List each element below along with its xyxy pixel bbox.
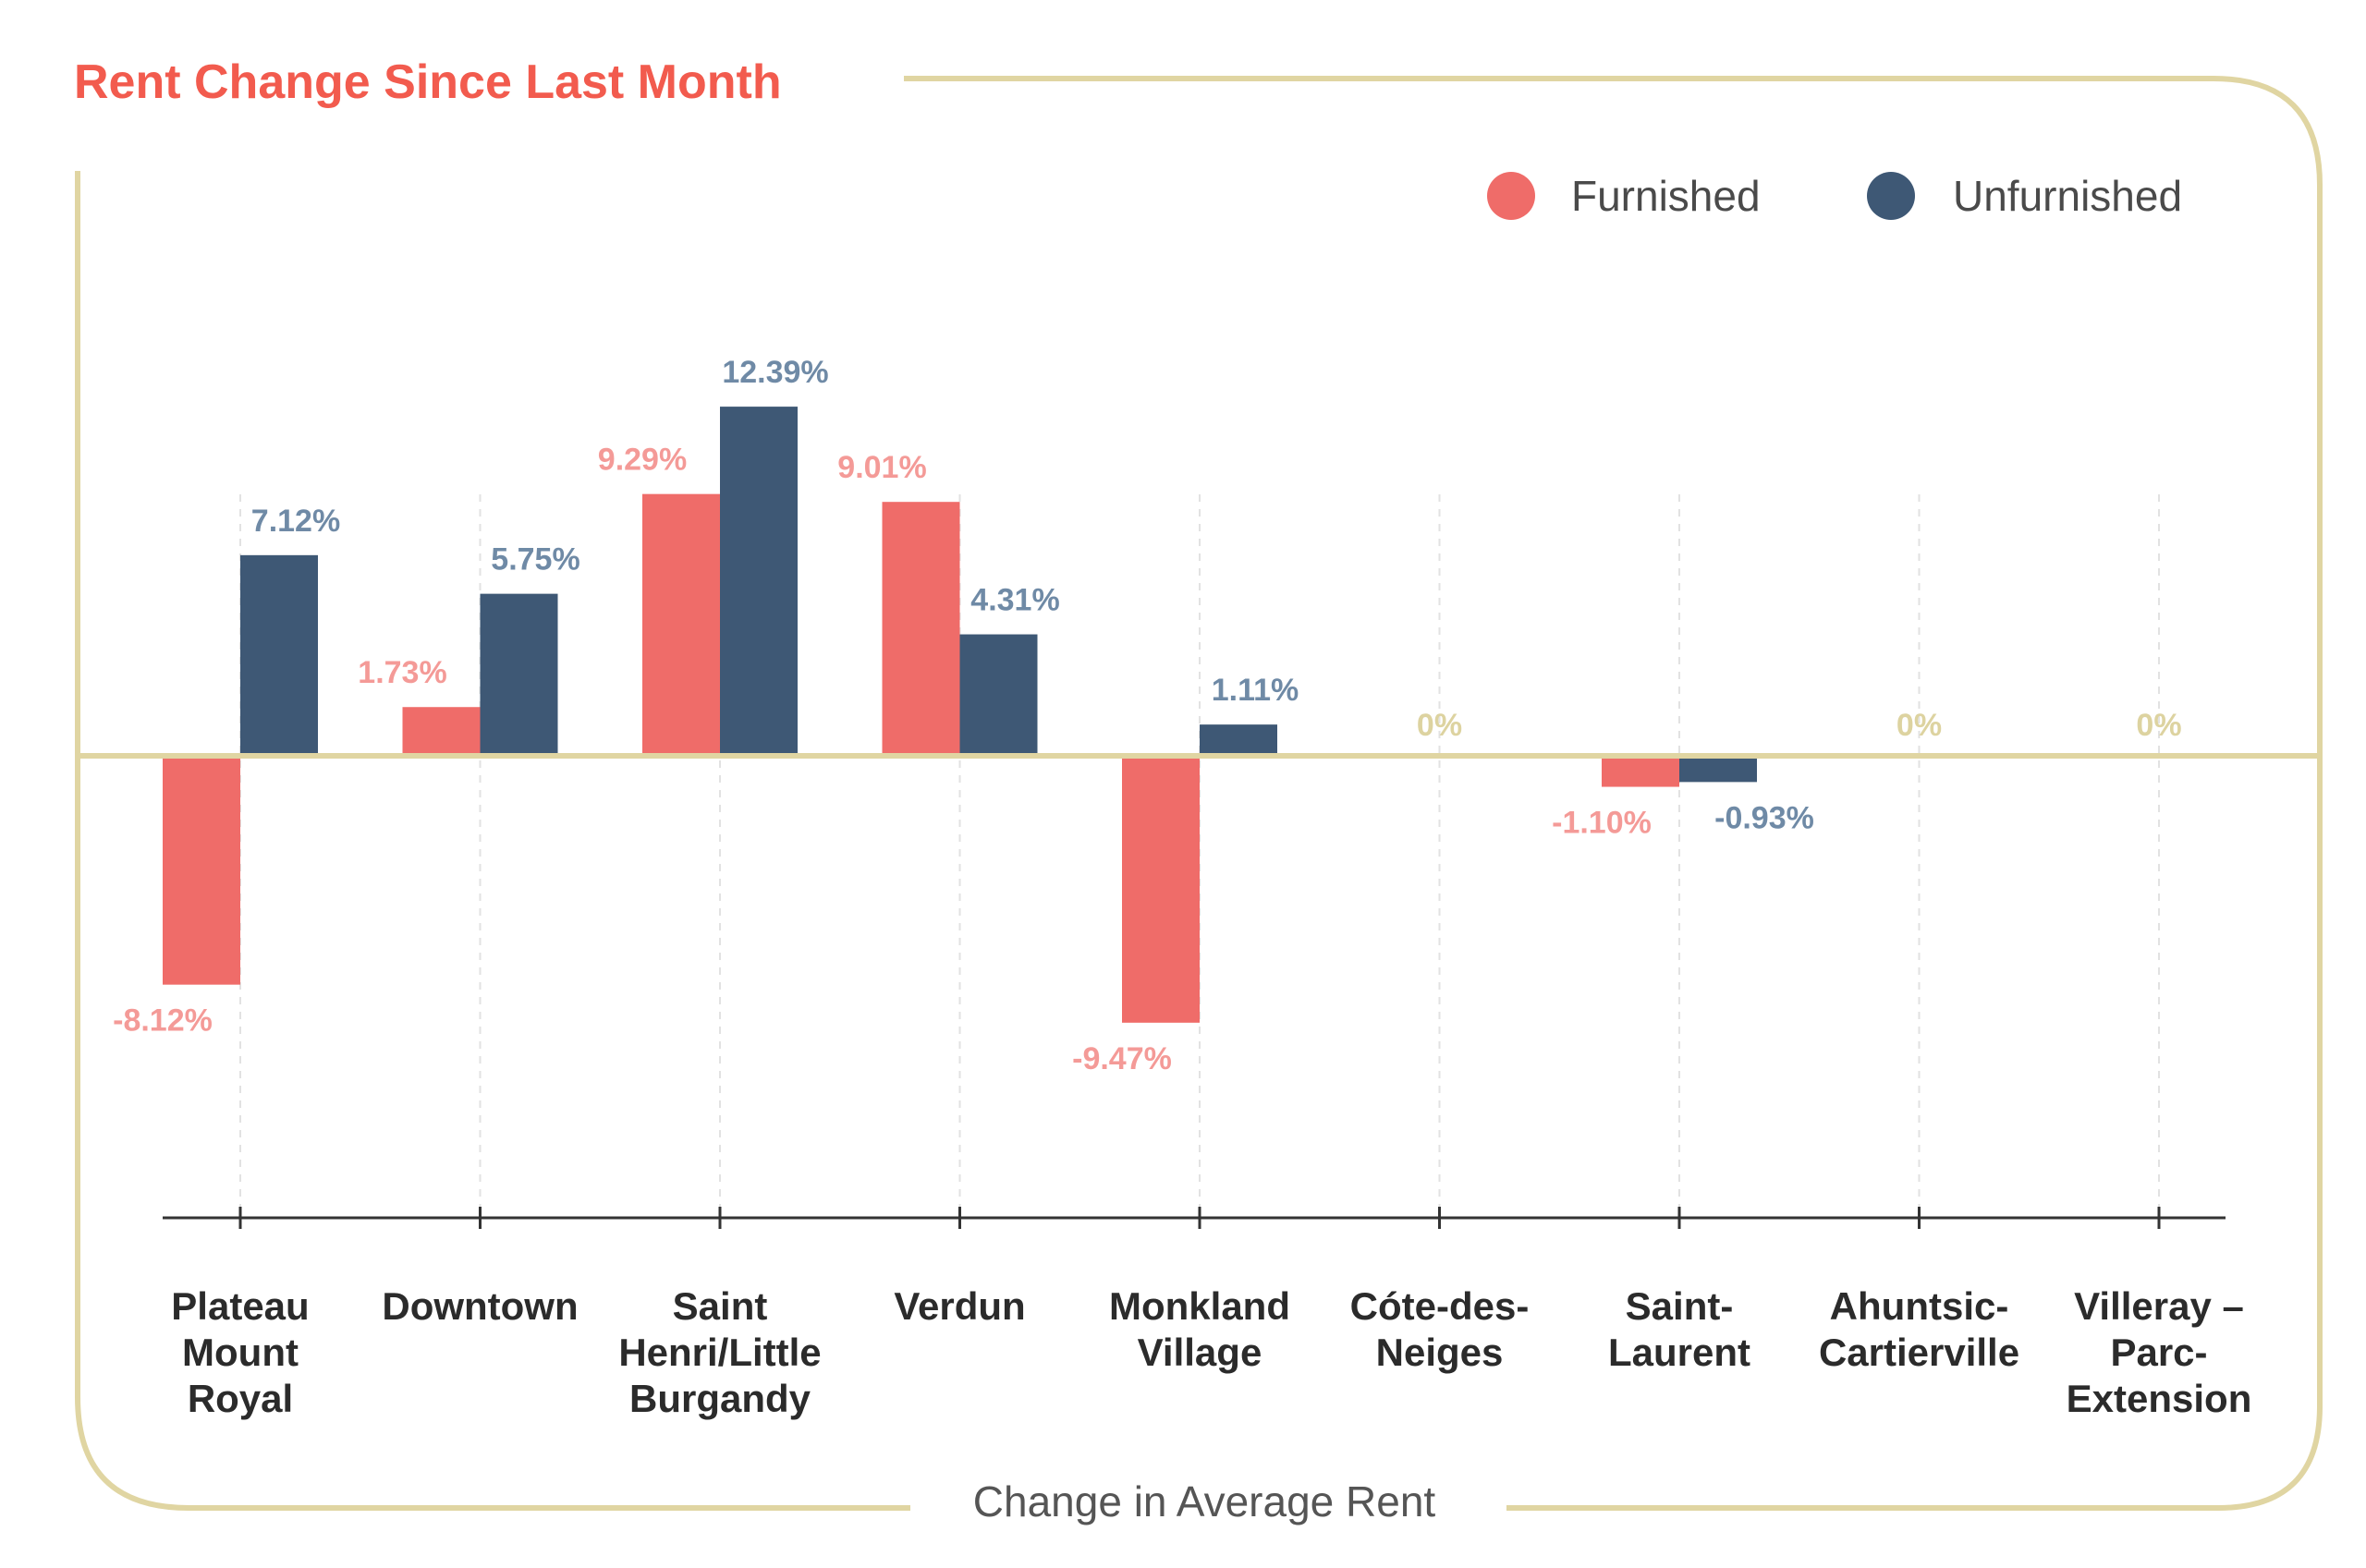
bar-furnished [1122,756,1200,1023]
bar-furnished [163,756,240,985]
bar-unfurnished [1200,724,1277,756]
category-label: Saint Henri/Little Burgandy [618,1284,821,1420]
bar-unfurnished [1679,756,1757,783]
bar-unfurnished [720,407,798,756]
category-label: Villeray – Parc-Extension [2067,1284,2252,1420]
chart-frame [75,76,2323,1511]
bar-furnished [882,502,960,756]
legend-swatch-furnished [1487,172,1535,220]
bar-unfurnished [480,593,558,756]
data-label-unfurnished: 12.39% [722,355,828,390]
legend-swatch-unfurnished [1867,172,1915,220]
data-label-unfurnished: 1.11% [1212,673,1299,708]
category-label: Verdun [894,1284,1025,1328]
category-label: Monkland Village [1109,1284,1290,1374]
data-label-furnished: -9.47% [1072,1041,1172,1076]
category-labels: Plateau Mount Royal Downtown Saint Henri/Litt… [171,1284,2251,1420]
category-label: Plateau Mount Royal [171,1284,309,1420]
chart-title: Rent Change Since Last Month [74,55,782,109]
legend-label-furnished: Furnished [1571,172,1761,220]
data-label-unfurnished: -0.93% [1714,800,1814,835]
data-label-zero: 0% [2136,708,2181,743]
data-label-furnished: 9.29% [598,443,687,478]
category-label: Saint-Laurent [1608,1284,1750,1374]
bars [163,407,1757,1023]
data-label-furnished: -1.10% [1552,806,1652,841]
data-label-zero: 0% [1417,708,1462,743]
data-label-furnished: 9.01% [837,450,926,485]
legend-label-unfurnished: Unfurnished [1953,172,2182,220]
data-labels: -8.12% 7.12% 1.73% 5.75% 9.29% 12.39% 9.01% 4.3… [113,355,2181,1076]
data-label-zero: 0% [1896,708,1942,743]
x-axis [163,1207,2226,1229]
data-label-furnished: 1.73% [358,655,446,690]
bar-furnished [1602,756,1679,787]
category-label: Ahuntsic-Cartierville [1819,1284,2019,1374]
data-label-unfurnished: 7.12% [251,504,340,539]
bar-furnished [642,493,720,756]
x-axis-title: Change in Average Rent [973,1477,1436,1525]
category-label: Downtown [382,1284,578,1328]
data-label-unfurnished: 4.31% [970,583,1059,618]
legend: Furnished Unfurnished [1487,172,2182,220]
data-label-furnished: -8.12% [113,1003,213,1039]
bar-furnished [402,707,481,756]
bar-unfurnished [959,634,1038,756]
category-label: Cóte-des-Neiges [1350,1284,1530,1374]
bar-unfurnished [240,554,318,756]
data-label-unfurnished: 5.75% [491,542,579,577]
